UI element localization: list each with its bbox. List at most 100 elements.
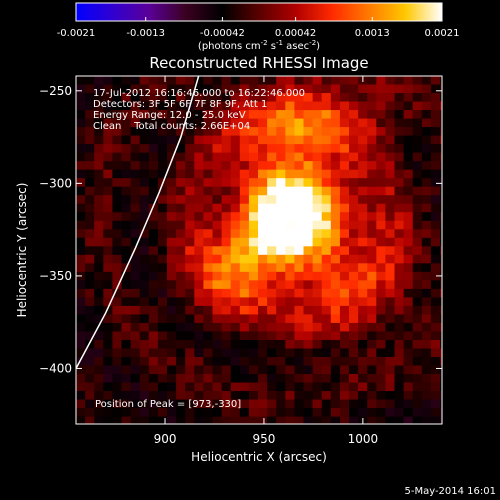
- heatmap-cell: [258, 297, 268, 307]
- heatmap-cell: [449, 110, 459, 119]
- heatmap-cell: [367, 254, 377, 264]
- heatmap-cell: [367, 331, 377, 341]
- heatmap-cell: [312, 118, 323, 128]
- heatmap-cell: [121, 118, 132, 128]
- heatmap-cell: [385, 356, 395, 366]
- heatmap-cell: [203, 127, 213, 137]
- heatmap-cell: [221, 382, 232, 392]
- heatmap-cell: [239, 84, 250, 94]
- colorbar-tick-label: -0.00042: [200, 28, 245, 39]
- heatmap-cell: [203, 425, 213, 434]
- heatmap-cell: [112, 144, 122, 154]
- heatmap-cell: [103, 374, 113, 383]
- heatmap-cell: [330, 118, 341, 128]
- heatmap-cell: [221, 144, 232, 154]
- heatmap-cell: [121, 84, 132, 94]
- heatmap-cell: [285, 322, 295, 332]
- heatmap-cell: [367, 135, 377, 145]
- heatmap-cell: [239, 263, 250, 273]
- heatmap-cell: [194, 229, 204, 239]
- heatmap-cell: [440, 322, 442, 332]
- heatmap-cell: [157, 76, 168, 85]
- heatmap-cell: [103, 101, 113, 111]
- heatmap-cell: [303, 314, 314, 324]
- heatmap-cell: [157, 101, 168, 111]
- heatmap-cell: [112, 416, 122, 424]
- heatmap-cell: [339, 365, 350, 375]
- heatmap-cell: [367, 93, 377, 102]
- heatmap-cell: [248, 169, 259, 179]
- heatmap-cell: [185, 425, 195, 434]
- heatmap-cell: [130, 382, 141, 392]
- heatmap-cell: [285, 280, 295, 290]
- heatmap-cell: [157, 254, 168, 264]
- heatmap-cell: [430, 314, 441, 324]
- heatmap-cell: [103, 220, 113, 230]
- heatmap-cell: [394, 76, 405, 85]
- heatmap-cell: [285, 356, 295, 366]
- heatmap-cell: [185, 348, 195, 358]
- heatmap-cell: [230, 365, 241, 375]
- heatmap-cell: [185, 127, 195, 137]
- heatmap-cell: [258, 93, 268, 102]
- heatmap-cell: [449, 323, 459, 332]
- heatmap-cell: [185, 374, 195, 383]
- heatmap-cell: [221, 118, 232, 128]
- heatmap-cell: [121, 237, 132, 247]
- heatmap-cell: [376, 391, 386, 400]
- heatmap-cell: [285, 271, 295, 281]
- heatmap-cell: [167, 84, 177, 94]
- heatmap-cell: [239, 339, 250, 349]
- heatmap-cell: [176, 118, 186, 128]
- heatmap-cell: [139, 271, 150, 281]
- heatmap-cell: [421, 391, 432, 400]
- heatmap-cell: [349, 271, 359, 281]
- heatmap-cell: [94, 229, 104, 239]
- heatmap-cell: [385, 195, 395, 205]
- heatmap-cell: [312, 331, 323, 341]
- heatmap-cell: [148, 76, 159, 85]
- heatmap-cell: [449, 85, 459, 94]
- heatmap-cell: [276, 127, 286, 137]
- heatmap-cell: [157, 220, 168, 230]
- heatmap-cell: [367, 305, 377, 315]
- heatmap-cell: [121, 220, 132, 230]
- heatmap-cell: [167, 246, 177, 256]
- heatmap-cell: [430, 229, 441, 239]
- heatmap-cell: [148, 84, 159, 94]
- heatmap-cell: [440, 101, 442, 111]
- heatmap-cell: [239, 229, 250, 239]
- heatmap-cell: [185, 314, 195, 324]
- heatmap-cell: [321, 305, 332, 315]
- heatmap-cell: [221, 416, 232, 424]
- heatmap-cell: [212, 237, 223, 247]
- heatmap-cell: [230, 288, 241, 298]
- heatmap-cell: [130, 339, 141, 349]
- heatmap-cell: [330, 263, 341, 273]
- heatmap-cell: [403, 127, 414, 137]
- heatmap-cell: [112, 152, 122, 162]
- heatmap-cell: [403, 271, 414, 281]
- heatmap-cell: [321, 348, 332, 358]
- heatmap-cell: [157, 331, 168, 341]
- heatmap-cell: [85, 416, 95, 424]
- heatmap-cell: [203, 76, 213, 85]
- heatmap-cell: [139, 152, 150, 162]
- heatmap-cell: [312, 399, 323, 409]
- heatmap-cell: [303, 220, 314, 230]
- heatmap-cell: [76, 135, 86, 145]
- heatmap-cell: [385, 178, 395, 188]
- heatmap-cell: [430, 237, 441, 247]
- heatmap-cell: [394, 186, 405, 196]
- heatmap-cell: [176, 220, 186, 230]
- heatmap-cell: [276, 84, 286, 94]
- heatmap-cell: [76, 203, 86, 213]
- heatmap-cell: [421, 246, 432, 256]
- heatmap-cell: [403, 246, 414, 256]
- heatmap-cell: [85, 314, 95, 324]
- heatmap-cell: [412, 356, 423, 366]
- heatmap-cell: [449, 119, 459, 128]
- heatmap-cell: [139, 314, 150, 324]
- heatmap-cell: [130, 135, 141, 145]
- heatmap-cell: [339, 263, 350, 273]
